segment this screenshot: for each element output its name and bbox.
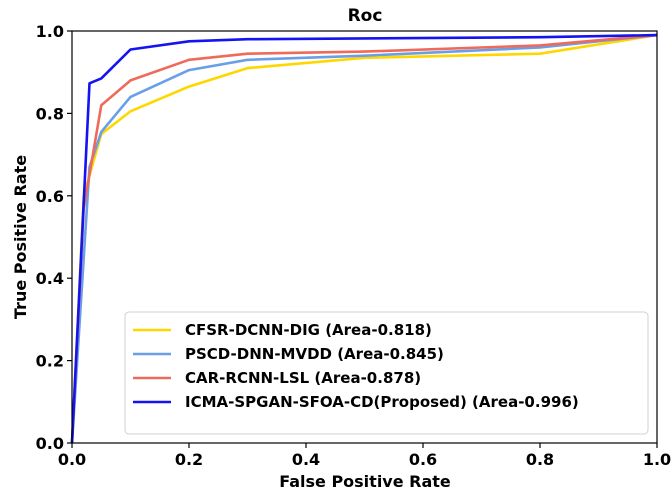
y-tick-label: 0.0 [36,434,64,453]
y-tick-label: 0.4 [36,269,64,288]
plot-frame [71,30,658,444]
x-axis-title: False Positive Rate [279,472,451,491]
legend: CFSR-DCNN-DIG (Area-0.818) PSCD-DNN-MVDD … [124,311,649,435]
y-tick-label: 0.6 [36,187,64,206]
series-line-3 [70,33,658,444]
legend-label-3: CAR-RCNN-LSL (Area-0.878) [185,369,421,387]
x-tick-label: 0.6 [409,450,437,469]
series-line-4 [70,33,658,444]
y-axis-title: True Positive Rate [11,155,30,319]
chart-title: Roc [348,6,383,26]
x-tick-label: 0.2 [175,450,203,469]
series-layer [70,33,658,444]
legend-items: CFSR-DCNN-DIG (Area-0.818) PSCD-DNN-MVDD … [133,321,579,411]
x-tick-label: 1.0 [643,450,671,469]
x-tick-label: 0.8 [526,450,554,469]
legend-label-4: ICMA-SPGAN-SFOA-CD(Proposed) (Area-0.996… [185,393,579,411]
legend-label-2: PSCD-DNN-MVDD (Area-0.845) [185,345,444,363]
y-tick-label: 0.8 [36,104,64,123]
x-tick-label: 0.4 [292,450,320,469]
legend-label-1: CFSR-DCNN-DIG (Area-0.818) [185,321,432,339]
ticks-layer: 0.0 0.2 0.4 0.6 0.8 1.0 0.0 0.2 0.4 0.6 0.8 1.0 [36,22,672,469]
y-tick-label: 0.2 [36,352,64,371]
x-tick-label: 0.0 [58,450,86,469]
y-tick-label: 1.0 [36,22,64,41]
legend-box [124,311,649,435]
